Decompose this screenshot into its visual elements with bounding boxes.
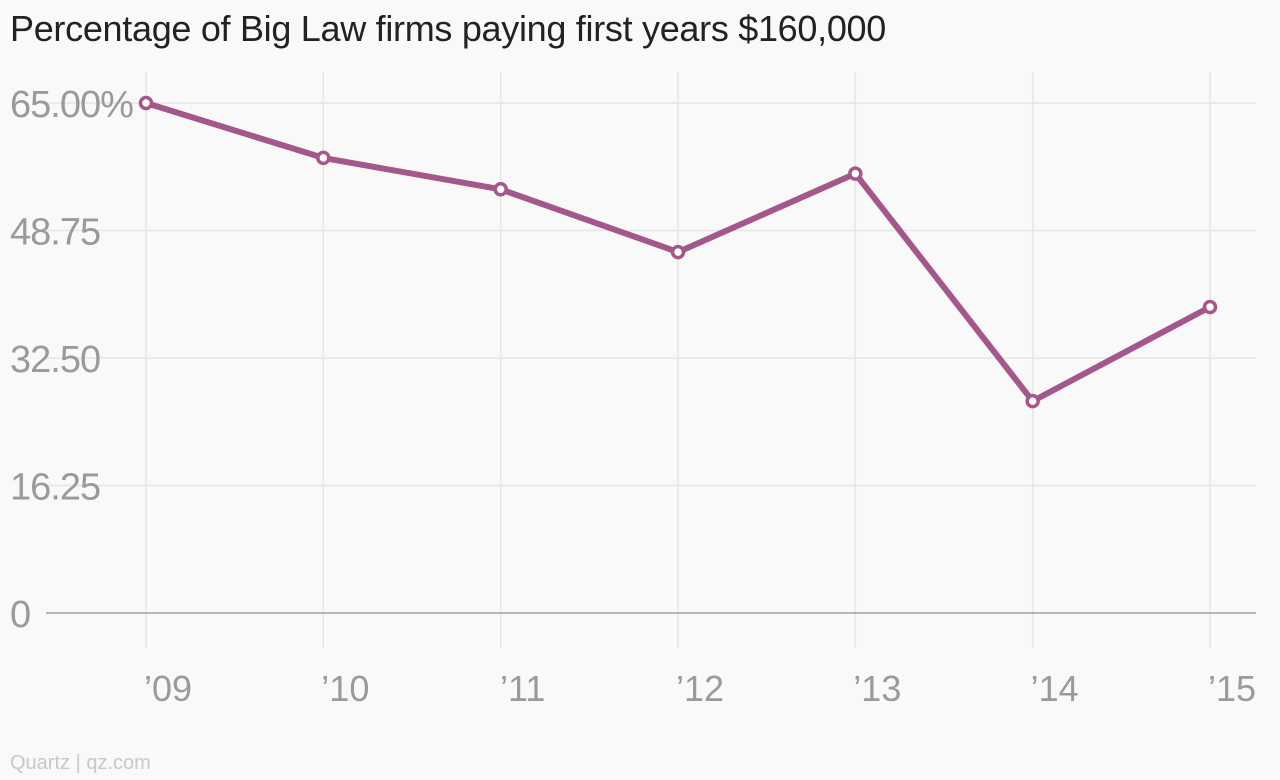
grid-layer bbox=[46, 72, 1256, 648]
data-point bbox=[848, 166, 863, 181]
source-credit: Quartz | qz.com bbox=[10, 752, 151, 774]
data-point bbox=[138, 95, 154, 111]
y-tick-label: 65.00% bbox=[10, 84, 133, 126]
data-point bbox=[1202, 299, 1218, 315]
x-axis-ticks: ’09 ’10 ’11 ’12 ’13 ’14 ’15 bbox=[144, 668, 1256, 709]
x-tick-label: ’14 bbox=[1031, 668, 1079, 709]
y-tick-label: 0 bbox=[10, 594, 30, 636]
y-tick-label: 48.75 bbox=[10, 212, 100, 254]
data-point bbox=[316, 150, 331, 166]
series-layer bbox=[138, 95, 1218, 409]
y-tick-label: 16.25 bbox=[10, 467, 100, 509]
x-tick-label: ’13 bbox=[853, 668, 901, 709]
data-point bbox=[670, 244, 686, 260]
x-tick-label: ’09 bbox=[144, 668, 192, 709]
x-tick-label: ’12 bbox=[676, 668, 724, 709]
y-axis-ticks: 0 16.25 32.50 48.75 65.00% bbox=[10, 84, 134, 636]
chart-title: Percentage of Big Law firms paying first… bbox=[10, 8, 886, 49]
y-tick-label: 32.50 bbox=[10, 339, 100, 381]
data-point bbox=[493, 182, 508, 197]
x-tick-label: ’10 bbox=[321, 668, 369, 709]
x-tick-label: ’15 bbox=[1208, 668, 1256, 709]
data-point bbox=[1025, 393, 1040, 409]
x-tick-label: ’11 bbox=[500, 668, 545, 709]
